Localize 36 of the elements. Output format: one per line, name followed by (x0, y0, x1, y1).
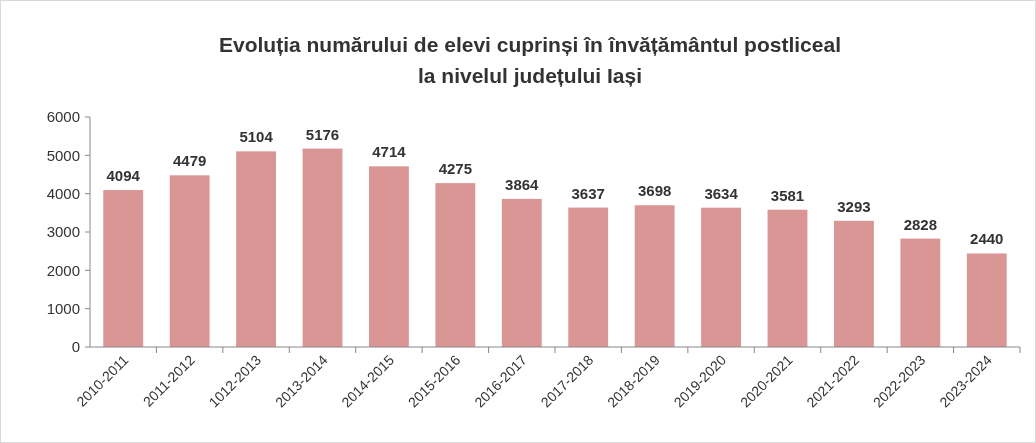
bar (103, 190, 144, 347)
bar (634, 205, 675, 347)
y-tick-label: 5000 (46, 146, 80, 164)
y-tick-label: 1000 (46, 299, 80, 317)
chart-title: Evoluția numărului de elevi cuprinși în învățământul postliceal la nivelul județului Iași (219, 33, 841, 87)
bar (302, 148, 343, 347)
data-label: 4479 (172, 152, 207, 170)
data-label: 2440 (970, 230, 1004, 248)
data-label: 3581 (770, 186, 805, 204)
y-tick-label: 6000 (46, 108, 80, 126)
data-label: 3637 (571, 184, 605, 202)
y-tick-label: 4000 (46, 184, 80, 202)
bar (966, 253, 1007, 347)
data-label: 3864 (505, 175, 540, 193)
y-tick-label: 0 (71, 338, 80, 356)
data-label: 3698 (637, 182, 672, 200)
bar (501, 198, 542, 347)
data-label: 5104 (239, 128, 274, 146)
data-label: 3293 (837, 197, 871, 215)
bar (435, 183, 476, 347)
data-label: 4275 (438, 160, 473, 178)
y-tick-label: 2000 (46, 261, 80, 279)
data-label: 4094 (106, 167, 141, 185)
bar (369, 166, 409, 347)
bar (701, 207, 741, 347)
data-label: 4714 (372, 143, 407, 161)
bar (169, 175, 210, 347)
bar (834, 220, 874, 347)
bar (568, 207, 609, 347)
data-label: 2828 (903, 215, 938, 233)
bar (900, 238, 941, 347)
bar (236, 151, 276, 347)
data-label: 3634 (704, 184, 739, 202)
bar (767, 209, 808, 347)
data-label: 5176 (305, 125, 340, 143)
y-tick-label: 3000 (46, 223, 80, 241)
